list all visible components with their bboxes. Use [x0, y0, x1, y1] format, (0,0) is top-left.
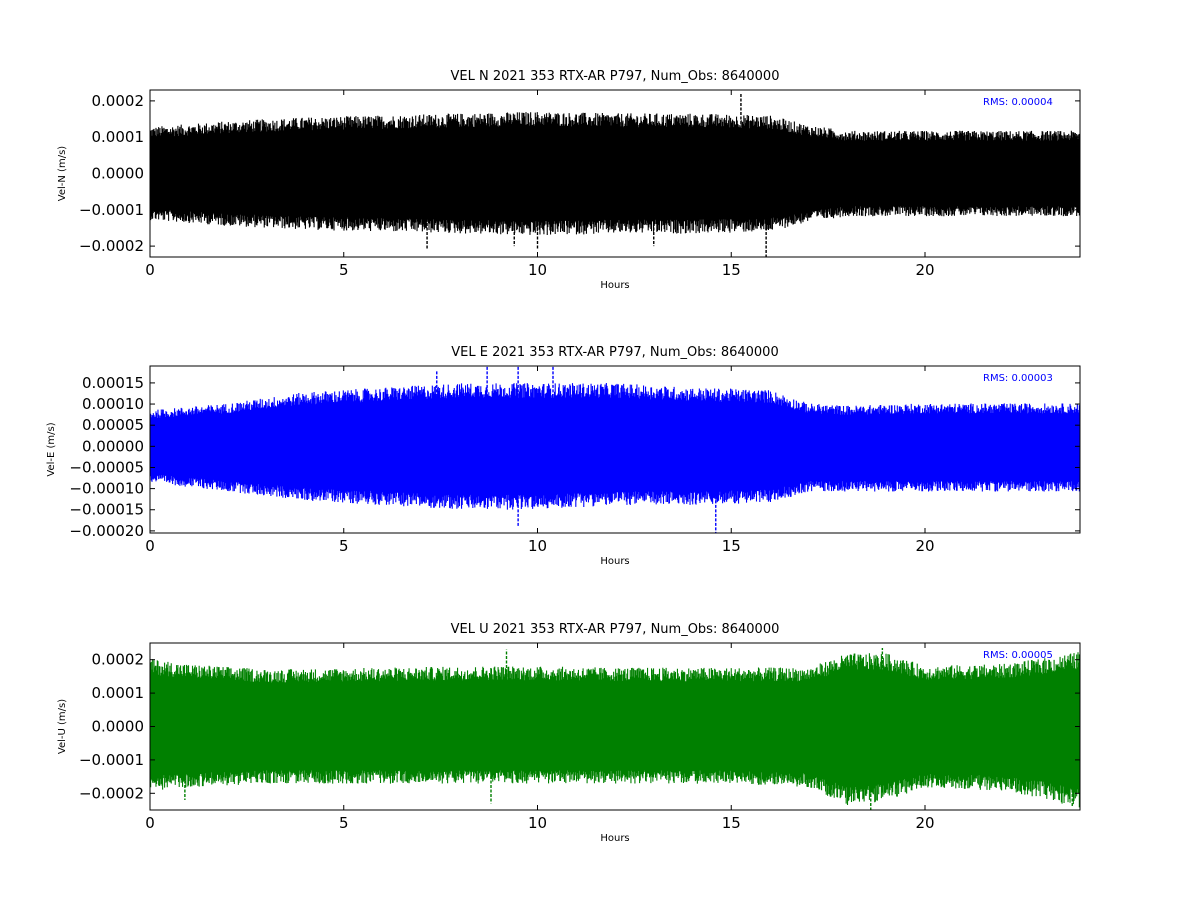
- rms-annotation: RMS: 0.00005: [983, 650, 1053, 661]
- chart-panel: 0 5 10 15 20 −0.0002 −0.0001 0.0000 0.0001 0.0002…: [57, 622, 1081, 844]
- y-tick-label: −0.0002: [79, 784, 144, 802]
- y-tick-label: −0.00020: [69, 522, 144, 540]
- chart-title: VEL N 2021 353 RTX-AR P797, Num_Obs: 864…: [451, 69, 780, 84]
- axes-frame: [149, 365, 1081, 534]
- y-tick-label: 0.0002: [92, 651, 145, 669]
- x-tick-label: 20: [915, 814, 934, 832]
- series-trace: [150, 648, 1080, 810]
- y-tick-label: 0.00010: [82, 395, 144, 413]
- x-tick-label: 20: [915, 261, 934, 279]
- series-trace: [150, 366, 1080, 533]
- series-trace: [150, 93, 1080, 257]
- y-tick-label: 0.0001: [92, 128, 145, 146]
- y-tick-label: 0.0000: [92, 165, 145, 183]
- x-tick-label: 0: [145, 814, 155, 832]
- y-axis-label: Vel-U (m/s): [57, 699, 68, 754]
- x-tick-label: 15: [722, 814, 741, 832]
- y-tick-label: 0.00005: [82, 416, 144, 434]
- y-tick-label: 0.0002: [92, 92, 145, 110]
- x-tick-label: 0: [145, 537, 155, 555]
- chart-panel: 0 5 10 15 20 −0.0002 −0.0001 0.0000 0.0001 0.0002…: [57, 69, 1081, 291]
- y-tick-label: 0.00015: [82, 374, 144, 392]
- y-tick-label: −0.00005: [69, 458, 144, 476]
- y-tick-label: −0.00010: [69, 480, 144, 498]
- y-tick-label: 0.00000: [82, 437, 144, 455]
- rms-annotation: RMS: 0.00003: [983, 373, 1053, 384]
- y-tick-label: −0.0001: [79, 201, 144, 219]
- y-tick-label: −0.0001: [79, 751, 144, 769]
- chart-title: VEL U 2021 353 RTX-AR P797, Num_Obs: 864…: [451, 622, 780, 637]
- x-tick-label: 5: [339, 537, 349, 555]
- x-tick-label: 10: [528, 261, 547, 279]
- x-tick-label: 15: [722, 537, 741, 555]
- x-tick-label: 5: [339, 261, 349, 279]
- y-tick-label: −0.0002: [79, 237, 144, 255]
- x-tick-label: 15: [722, 261, 741, 279]
- x-tick-label: 5: [339, 814, 349, 832]
- y-axis-label: Vel-N (m/s): [57, 146, 68, 201]
- y-tick-label: −0.00015: [69, 501, 144, 519]
- chart-panel: 0 5 10 15 20 −0.00020 −0.00015 −0.00010 −0.00005…: [46, 345, 1081, 567]
- x-tick-label: 10: [528, 814, 547, 832]
- y-tick-label: 0.0000: [92, 718, 145, 736]
- series-core: [150, 127, 1080, 220]
- y-tick-label: 0.0001: [92, 684, 145, 702]
- x-tick-label: 0: [145, 261, 155, 279]
- series-core: [150, 670, 1080, 788]
- y-axis-label: Vel-E (m/s): [46, 422, 57, 476]
- x-tick-label: 20: [915, 537, 934, 555]
- rms-annotation: RMS: 0.00004: [983, 97, 1053, 108]
- x-tick-label: 10: [528, 537, 547, 555]
- chart-title: VEL E 2021 353 RTX-AR P797, Num_Obs: 864…: [451, 345, 778, 360]
- series-core: [150, 398, 1080, 494]
- x-axis-label: Hours: [600, 556, 629, 567]
- x-axis-label: Hours: [600, 833, 629, 844]
- x-axis-label: Hours: [600, 280, 629, 291]
